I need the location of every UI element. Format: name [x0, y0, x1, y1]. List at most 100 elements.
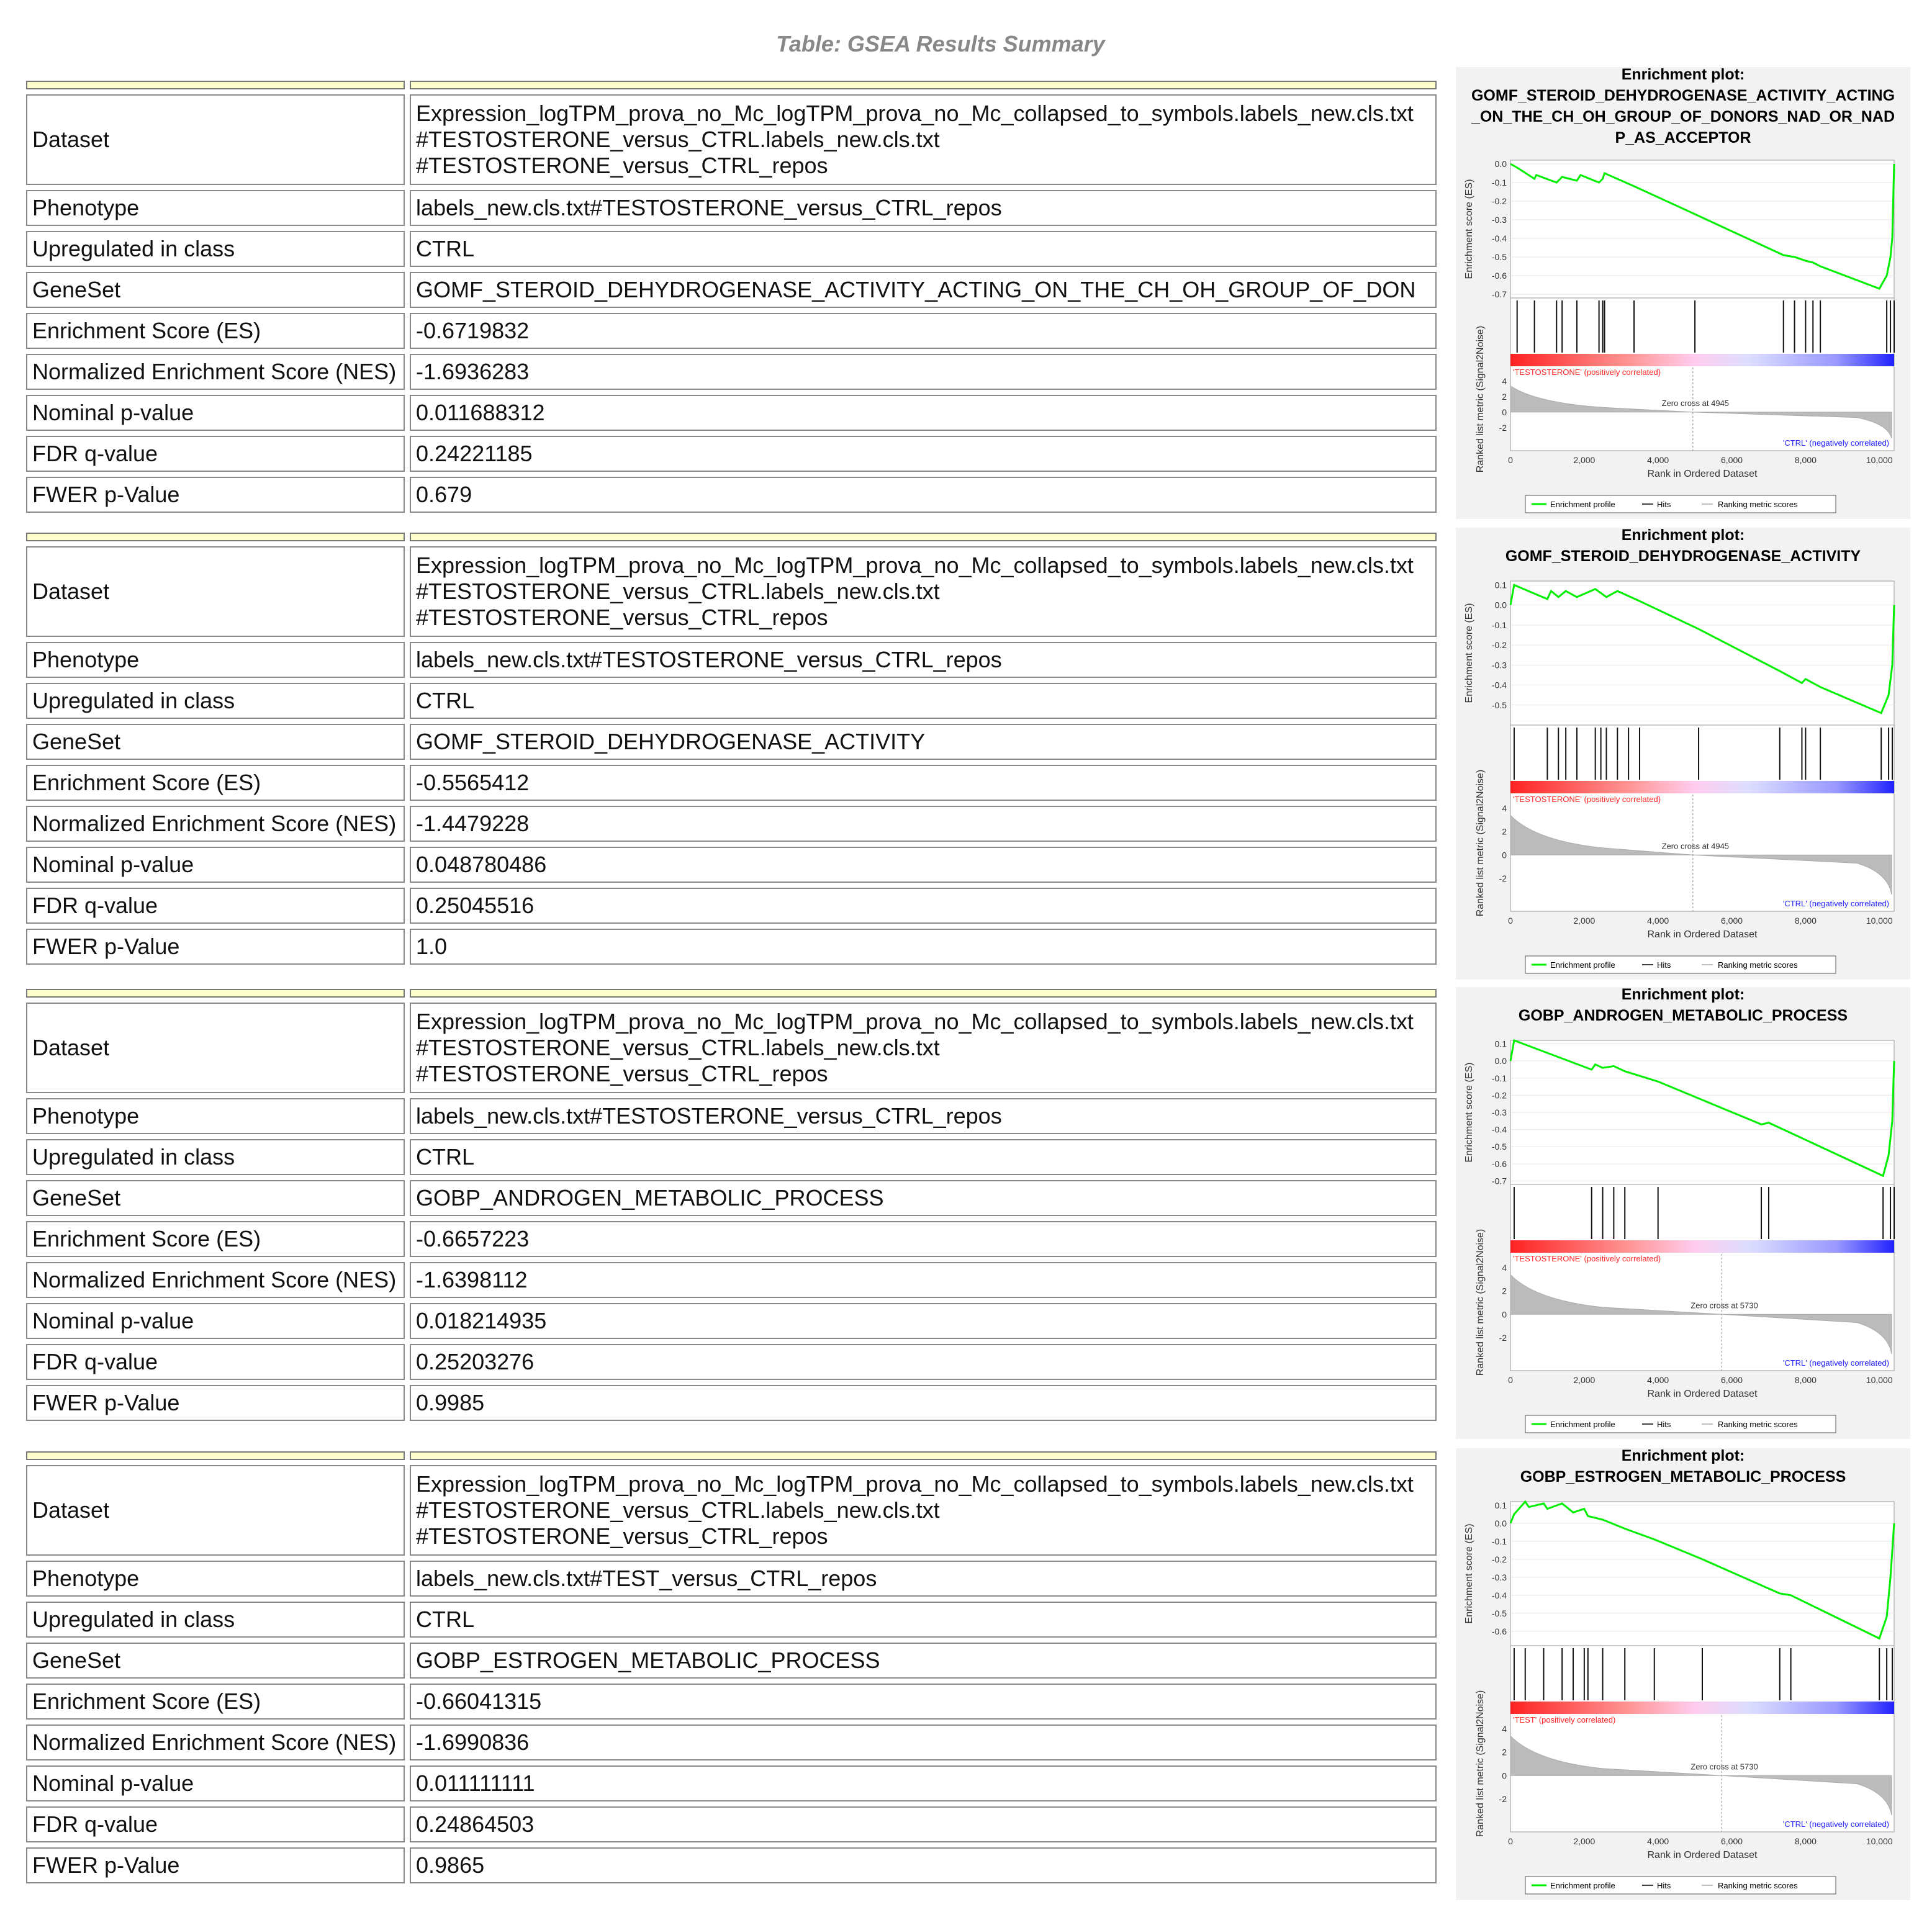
enrichment-plot-svg: Enrichment plot: GOMF_STEROID_DEHYDROGENA… — [1464, 528, 1895, 974]
gsea-result-table: Dataset Expression_logTPM_prova_no_Mc_log… — [26, 989, 1437, 1421]
row-value-enrichment-score: -0.66041315 — [410, 1684, 1437, 1720]
row-enrichment-score: Enrichment Score (ES) -0.5565412 — [26, 765, 1437, 801]
zero-cross-label: Zero cross at 5730 — [1690, 1762, 1758, 1771]
plot-title: P_AS_ACCEPTOR — [1615, 129, 1751, 147]
dataset-line: #TESTOSTERONE_versus_CTRL.labels_new.cls… — [416, 127, 940, 152]
header-cell — [26, 989, 405, 998]
zero-cross-label: Zero cross at 4945 — [1662, 841, 1729, 850]
legend-profile-label: Enrichment profile — [1550, 500, 1615, 509]
row-normalized-enrichment-score: Normalized Enrichment Score (NES) -1.6936… — [26, 354, 1437, 390]
x-tick-label: 8,000 — [1795, 455, 1817, 465]
legend-profile-label: Enrichment profile — [1550, 1881, 1615, 1890]
enrichment-plot-svg: Enrichment plot: GOBP_ESTROGEN_METABOLIC_… — [1464, 1448, 1895, 1895]
enrichment-plot: Enrichment plot: GOBP_ESTROGEN_METABOLIC_… — [1456, 1448, 1910, 1900]
row-value-nominal-p-value: 0.011688312 — [410, 395, 1437, 431]
table-header-bar — [26, 1451, 1437, 1460]
es-axis-label: Enrichment score (ES) — [1464, 1524, 1474, 1624]
negative-correlation-label: 'CTRL' (negatively correlated) — [1783, 899, 1889, 908]
row-normalized-enrichment-score: Normalized Enrichment Score (NES) -1.4479… — [26, 806, 1437, 842]
row-value-enrichment-score: -0.6657223 — [410, 1221, 1437, 1257]
plot-title: GOBP_ESTROGEN_METABOLIC_PROCESS — [1520, 1468, 1846, 1485]
plot-legend — [1525, 955, 1836, 974]
enrichment-profile-line — [1509, 584, 1895, 715]
row-upregulated-class: Upregulated in class CTRL — [26, 683, 1437, 719]
row-geneset: GeneSet GOMF_STEROID_DEHYDROGENASE_ACTIVI… — [26, 272, 1437, 308]
metric-tick-label: 4 — [1502, 376, 1507, 386]
x-tick-label: 8,000 — [1795, 1375, 1817, 1385]
legend-hits-label: Hits — [1657, 1420, 1671, 1429]
enrichment-profile-line — [1509, 1039, 1895, 1178]
x-tick-label: 4,000 — [1647, 916, 1669, 926]
row-label: Phenotype — [26, 1561, 405, 1597]
x-tick-label: 4,000 — [1647, 1375, 1669, 1385]
row-normalized-enrichment-score: Normalized Enrichment Score (NES) -1.6398… — [26, 1262, 1437, 1298]
enrichment-profile-line — [1510, 163, 1895, 290]
table-header-bar — [26, 533, 1437, 541]
es-tick-label: -0.6 — [1492, 1159, 1507, 1169]
x-tick-label: 8,000 — [1795, 916, 1817, 926]
es-axis-label: Enrichment score (ES) — [1464, 1063, 1474, 1163]
page-title: Table: GSEA Results Summary — [776, 31, 1105, 56]
plot-title: GOMF_STEROID_DEHYDROGENASE_ACTIVITY — [1505, 548, 1861, 565]
ranking-metric-area — [1510, 1735, 1892, 1816]
row-value-normalized-enrichment-score: -1.6398112 — [410, 1262, 1437, 1298]
row-value-fdr-q-value: 0.25045516 — [410, 888, 1437, 924]
es-tick-label: -0.2 — [1492, 640, 1507, 650]
dataset-line: #TESTOSTERONE_versus_CTRL_repos — [416, 605, 828, 630]
positive-correlation-label: 'TEST' (positively correlated) — [1513, 1715, 1615, 1724]
row-value-enrichment-score: -0.5565412 — [410, 765, 1437, 801]
row-fwer-p-value: FWER p-Value 0.679 — [26, 477, 1437, 513]
enrichment-profile-line — [1509, 1500, 1895, 1640]
row-geneset: GeneSet GOBP_ESTROGEN_METABOLIC_PROCESS — [26, 1643, 1437, 1679]
row-upregulated-class: Upregulated in class CTRL — [26, 231, 1437, 267]
row-value-phenotype: labels_new.cls.txt#TESTOSTERONE_versus_C… — [410, 1098, 1437, 1134]
row-phenotype: Phenotype labels_new.cls.txt#TESTOSTERONE… — [26, 642, 1437, 678]
row-label: Phenotype — [26, 642, 405, 678]
row-value-geneset: GOBP_ESTROGEN_METABOLIC_PROCESS — [410, 1643, 1437, 1679]
es-tick-label: -0.4 — [1492, 1125, 1507, 1135]
plot-legend — [1525, 495, 1836, 513]
header-cell — [410, 989, 1437, 998]
es-tick-label: 0.0 — [1495, 159, 1507, 169]
row-value-normalized-enrichment-score: -1.6936283 — [410, 354, 1437, 390]
row-label: FWER p-Value — [26, 477, 405, 513]
row-value-fdr-q-value: 0.24864503 — [410, 1806, 1437, 1842]
x-axis-label: Rank in Ordered Dataset — [1648, 1850, 1758, 1860]
plot-legend — [1525, 1876, 1836, 1895]
row-value-normalized-enrichment-score: -1.4479228 — [410, 806, 1437, 842]
es-tick-label: -0.6 — [1492, 271, 1507, 281]
metric-tick-label: 2 — [1502, 1747, 1507, 1757]
row-label: Upregulated in class — [26, 1139, 405, 1175]
zero-cross-label: Zero cross at 4945 — [1662, 399, 1729, 408]
x-tick-label: 6,000 — [1721, 1836, 1743, 1846]
row-label: GeneSet — [26, 724, 405, 760]
x-tick-label: 0 — [1508, 916, 1513, 926]
metric-axis-label: Ranked list metric (Signal2Noise) — [1475, 1690, 1486, 1837]
row-label: FDR q-value — [26, 436, 405, 472]
row-value-dataset: Expression_logTPM_prova_no_Mc_logTPM_pro… — [410, 1465, 1437, 1556]
metric-tick-label: -2 — [1499, 423, 1507, 433]
ranking-color-bar — [1510, 1240, 1894, 1253]
dataset-line: #TESTOSTERONE_versus_CTRL_repos — [416, 153, 828, 178]
es-tick-label: -0.4 — [1492, 1590, 1507, 1600]
row-enrichment-score: Enrichment Score (ES) -0.6719832 — [26, 313, 1437, 349]
dataset-line: Expression_logTPM_prova_no_Mc_logTPM_pro… — [416, 1009, 1414, 1034]
row-value-geneset: GOMF_STEROID_DEHYDROGENASE_ACTIVITY — [410, 724, 1437, 760]
row-value-nominal-p-value: 0.018214935 — [410, 1303, 1437, 1339]
row-label: Dataset — [26, 546, 405, 637]
legend-profile-label: Enrichment profile — [1550, 960, 1615, 970]
gsea-result-table: Dataset Expression_logTPM_prova_no_Mc_log… — [26, 1451, 1437, 1883]
row-value-fwer-p-value: 1.0 — [410, 929, 1437, 965]
enrichment-plot-svg: Enrichment plot: GOBP_ANDROGEN_METABOLIC_… — [1464, 987, 1895, 1433]
dataset-line: #TESTOSTERONE_versus_CTRL.labels_new.cls… — [416, 579, 940, 604]
es-tick-label: -0.5 — [1492, 1608, 1507, 1618]
row-label: GeneSet — [26, 272, 405, 308]
header-cell — [26, 533, 405, 541]
x-axis-label: Rank in Ordered Dataset — [1648, 469, 1758, 479]
x-tick-label: 6,000 — [1721, 1375, 1743, 1385]
row-label: Normalized Enrichment Score (NES) — [26, 1724, 405, 1760]
es-tick-label: -0.3 — [1492, 1107, 1507, 1117]
table-header-bar — [26, 989, 1437, 998]
es-tick-label: -0.4 — [1492, 233, 1507, 243]
metric-axis-label: Ranked list metric (Signal2Noise) — [1475, 770, 1486, 917]
